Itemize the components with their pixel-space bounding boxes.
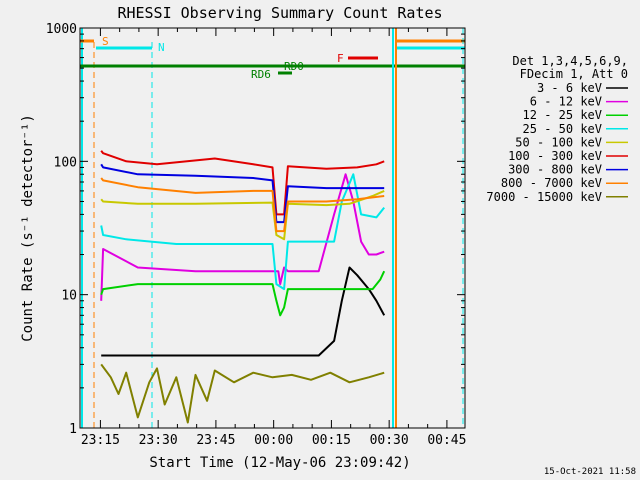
- x-tick-label: 00:15: [312, 433, 351, 448]
- legend-header-line-2: FDecim 1, Att 0: [520, 67, 628, 81]
- legend-label: 7000 - 15000 keV: [486, 190, 602, 204]
- x-tick-label: 00:45: [427, 433, 466, 448]
- plot-frame: [79, 27, 466, 429]
- series-line-7000-15000keV: [100, 363, 385, 424]
- series-line-3-6keV: [101, 266, 386, 357]
- x-tick-label: 23:45: [196, 433, 235, 448]
- legend-label: 25 - 50 keV: [523, 122, 602, 136]
- legend-label: 100 - 300 keV: [508, 149, 602, 163]
- series-lines: [100, 150, 386, 424]
- flare-label: F: [337, 52, 344, 65]
- legend-label: 12 - 25 keV: [523, 108, 602, 122]
- series-line-12-25keV: [100, 270, 386, 317]
- legend-label: 3 - 6 keV: [537, 81, 602, 95]
- y-axis-label: Count Rate (s⁻¹ detector⁻¹): [20, 114, 36, 342]
- x-tick-label: 23:15: [81, 433, 120, 448]
- x-axis: 23:15 23:30 23:45 00:00 00:15 00:30 00:45: [81, 28, 466, 448]
- y-tick-label: 10: [61, 289, 77, 304]
- saa-label: S: [102, 35, 109, 48]
- legend-label: 50 - 100 keV: [515, 135, 602, 149]
- series-line-6-12keV: [100, 173, 385, 301]
- status-bands: [80, 28, 465, 428]
- legend-label: 6 - 12 keV: [530, 95, 602, 109]
- legend-header-line-1: Det 1,3,4,5,6,9,: [512, 54, 628, 68]
- decimation-label-lower: RD6: [251, 68, 271, 81]
- y-axis: 1 10 100 1000: [46, 22, 465, 437]
- decimation-label-upper: RD0: [284, 60, 304, 73]
- x-axis-label: Start Time (12-May-06 23:09:42): [149, 455, 410, 471]
- legend-label: 800 - 7000 keV: [501, 176, 602, 190]
- y-tick-label: 100: [54, 155, 77, 170]
- chart-title: RHESSI Observing Summary Count Rates: [117, 4, 442, 22]
- night-label: N: [158, 41, 165, 54]
- timestamp: 15-Oct-2021 11:58: [544, 467, 636, 477]
- series-line-800-7000keV: [100, 177, 385, 233]
- x-tick-label: 23:30: [139, 433, 178, 448]
- y-tick-label: 1: [69, 422, 77, 437]
- legend-label: 300 - 800 keV: [508, 163, 602, 177]
- x-tick-label: 00:00: [254, 433, 293, 448]
- y-tick-label: 1000: [46, 22, 77, 37]
- series-line-50-100keV: [100, 189, 385, 241]
- x-tick-label: 00:30: [370, 433, 409, 448]
